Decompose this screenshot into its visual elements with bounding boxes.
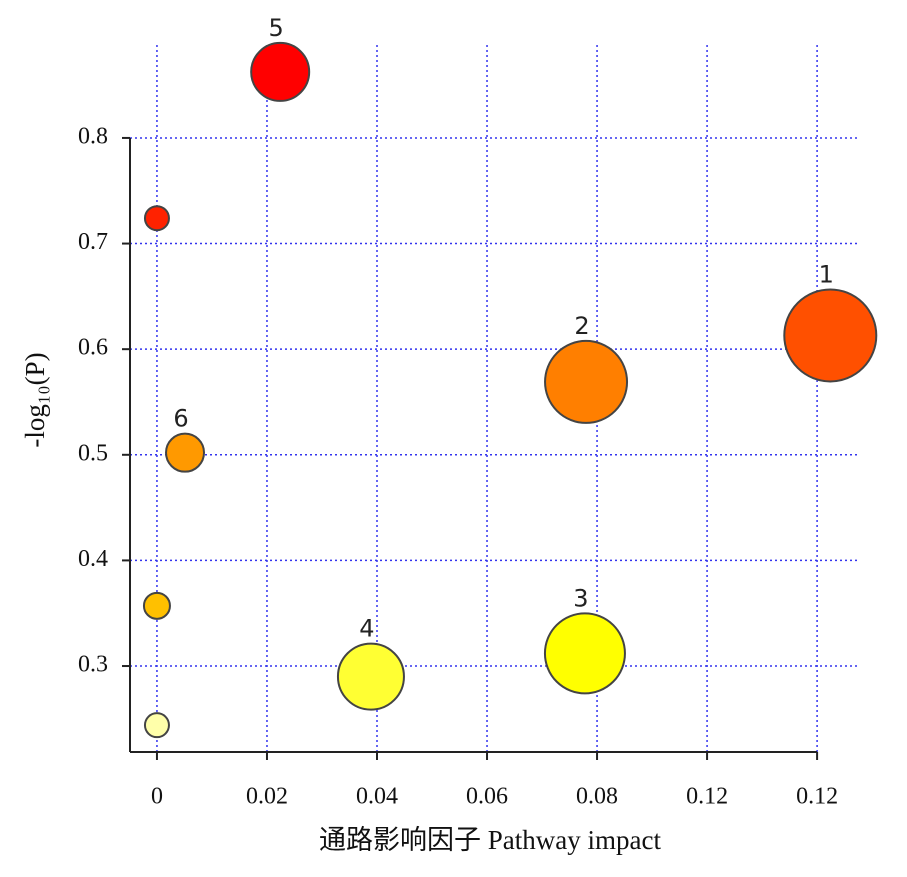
y-tick-label: 0.7	[78, 229, 108, 255]
x-axis-label: 通路影响因子 Pathway impact	[319, 825, 661, 855]
bubble	[783, 288, 878, 383]
bubble	[143, 205, 170, 232]
bubble	[544, 339, 629, 424]
point-label: 4	[359, 615, 374, 643]
x-tick-label: 0.12	[796, 784, 838, 810]
y-tick-label: 0.4	[78, 546, 108, 572]
bubble	[543, 612, 626, 695]
x-tick-label: 0.04	[356, 784, 398, 810]
y-tick-label: 0.3	[78, 652, 108, 678]
point-label: 6	[173, 405, 188, 433]
x-tick-label: 0.08	[576, 784, 618, 810]
point-label: 5	[269, 14, 284, 42]
point-label: 1	[819, 260, 834, 288]
bubble	[250, 41, 311, 102]
y-axis-label: -log₁₀(P)	[20, 352, 50, 447]
bubble	[336, 642, 405, 711]
x-tick-label: 0	[151, 784, 163, 810]
x-tick-label: 0.02	[246, 784, 288, 810]
y-tick-label: 0.5	[78, 440, 108, 466]
point-label: 2	[574, 312, 589, 340]
y-tick-label: 0.8	[78, 123, 108, 149]
bubble	[165, 432, 206, 473]
x-tick-label: 0.06	[466, 784, 508, 810]
x-tick-label: 0.12	[686, 784, 728, 810]
point-label: 3	[573, 584, 588, 612]
bubble	[143, 712, 170, 739]
bubble	[142, 591, 171, 620]
y-tick-label: 0.6	[78, 335, 108, 361]
